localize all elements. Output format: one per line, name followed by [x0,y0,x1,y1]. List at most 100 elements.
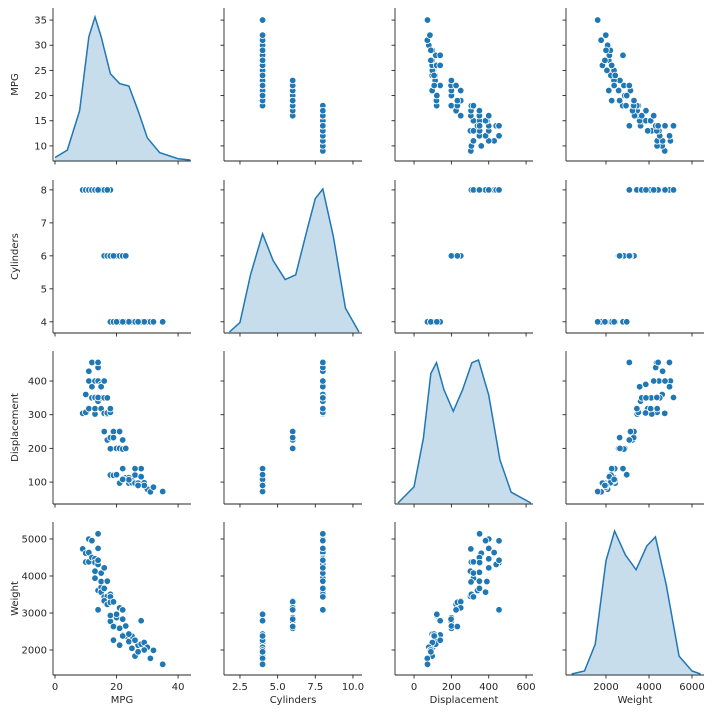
kde-line [54,14,191,161]
y-tick-label: 4 [41,317,47,328]
y-tick-label: 5000 [22,534,47,545]
scatter-point [495,132,503,140]
scatter-point [610,81,618,90]
y-tick-label: 30 [34,41,47,52]
scatter-point [622,101,630,110]
y-tick-label: 100 [28,478,47,489]
scatter-point [88,536,96,545]
scatter-point [122,252,130,260]
scatter-point [319,556,327,564]
scatter-point [288,433,297,442]
scatter-point [319,593,327,601]
scatter-point [258,91,267,100]
y-tick-label: 20 [34,91,47,102]
scatter-point [319,584,327,593]
x-axis-label: MPG [111,695,133,706]
scatter-point [85,404,93,413]
y-tick-label: 200 [28,444,47,455]
scatter-point [495,186,503,194]
scatter-point [319,606,327,614]
scatter-point [619,464,627,473]
scatter-point [118,318,127,326]
scatter-point [146,654,155,663]
kde-line [228,187,360,333]
scatter-point [661,377,669,385]
scatter-point [122,444,130,453]
scatter-point [103,186,112,194]
scatter-point [436,61,444,70]
scatter-point [615,433,624,442]
scatter-point [258,632,267,640]
scatter-point [633,404,641,413]
scatter-point [88,358,96,367]
scatter-point [483,577,491,586]
scatter-point [427,56,435,65]
scatter-point [115,641,124,649]
scatter-point [122,622,130,630]
y-tick-label: 4000 [22,571,47,582]
scatter-point [106,611,115,620]
kde-area [397,360,531,504]
scatter-point [475,568,484,576]
scatter-point [447,615,455,623]
scatter-point [426,31,434,39]
scatter-point [91,567,99,575]
scatter-point [669,122,678,130]
scatter-point [616,444,624,453]
x-tick-label: 2000 [593,682,618,693]
scatter-point [134,318,142,326]
kde-line [571,528,701,675]
scatter-point [258,56,267,65]
scatter-point [447,101,455,110]
scatter-point [288,427,297,436]
scatter-point [85,367,93,375]
scatter-point [288,606,297,614]
scatter-point [433,91,441,100]
x-tick-label: 600 [517,682,536,693]
scatter-point [597,36,605,44]
scatter-point [453,96,462,105]
scatter-point [626,427,635,436]
scatter-point [115,624,124,632]
scatter-point [109,252,118,260]
scatter-point [109,427,118,436]
scatter-point [258,46,267,54]
scatter-point [485,555,493,563]
scatter-point [641,409,650,417]
scatter-point [91,574,99,582]
scatter-point [430,81,438,90]
y-tick-label: 300 [28,410,47,421]
x-tick-label: 10.0 [342,682,364,693]
y-tick-label: 8 [41,185,47,196]
y-axis-label: Displacement [10,393,21,462]
scatter-point [669,186,678,194]
scatter-point [100,564,108,572]
scatter-point [615,96,624,105]
scatter-point [447,76,456,85]
x-tick-label: 6000 [679,682,704,693]
scatter-point [495,537,503,545]
scatter-point [125,318,133,326]
scatter-point [593,487,602,496]
scatter-point [258,464,267,473]
scatter-point [88,383,96,391]
scatter-point [661,186,669,194]
scatter-point [642,380,650,389]
scatter-point [433,318,441,326]
scatter-point [158,660,167,669]
scatter-point [623,91,631,100]
scatter-point [611,71,619,80]
scatter-point [140,318,148,326]
scatter-point [112,318,121,326]
scatter-point [118,615,127,623]
scatter-point [137,473,145,481]
scatter-point [319,377,327,385]
x-tick-label: 40 [172,682,185,693]
y-tick-label: 7 [41,218,47,229]
y-tick-label: 10 [34,141,47,152]
scatter-point [436,617,444,625]
scatter-point [467,545,475,553]
scatter-point [625,252,634,260]
kde-area [571,531,701,675]
